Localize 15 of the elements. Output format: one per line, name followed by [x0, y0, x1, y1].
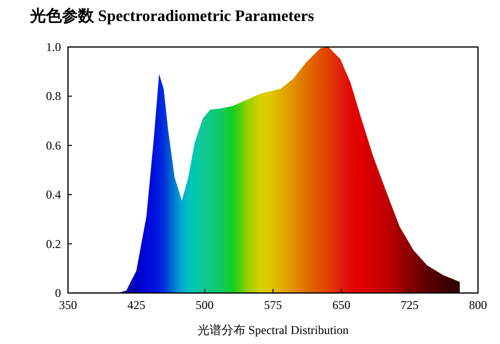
x-tick-label: 800: [469, 298, 487, 312]
x-axis-title: 光谱分布 Spectral Distribution: [197, 323, 349, 337]
y-tick-label: 0.2: [46, 236, 61, 251]
x-tick-label: 425: [127, 298, 146, 312]
y-tick-label: 0.8: [46, 89, 61, 104]
x-tick-label: 575: [264, 298, 282, 312]
x-tick-label: 350: [59, 298, 77, 312]
chart-title: 光色参数 Spectroradiometric Parameters: [29, 7, 314, 25]
x-tick-label: 650: [332, 298, 350, 312]
y-tick-label: 0.4: [46, 188, 61, 202]
x-tick-label: 500: [196, 298, 214, 312]
y-tick-label: 1.0: [46, 40, 61, 54]
x-tick-label: 725: [400, 298, 419, 312]
y-tick-label: 0.6: [46, 138, 61, 152]
y-tick-label: 0: [55, 286, 61, 300]
